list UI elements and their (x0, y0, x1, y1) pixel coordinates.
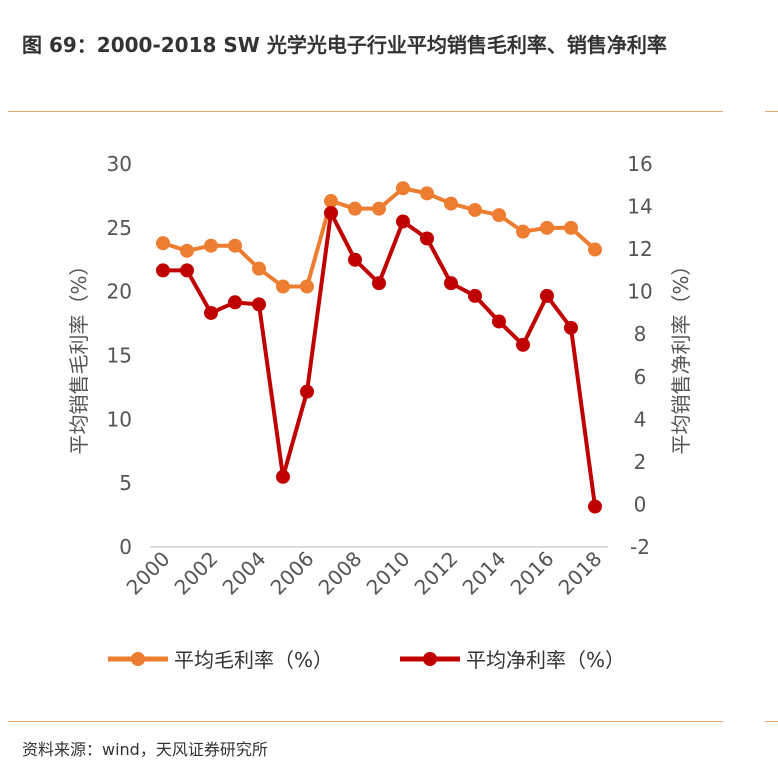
data-point-net (204, 305, 218, 320)
y-right-tick-label: 12 (627, 237, 652, 261)
top-rule-right (765, 111, 778, 112)
series-line-net (163, 210, 597, 507)
data-point-gross (492, 208, 506, 223)
data-point-net (420, 231, 434, 246)
y-left-tick-label: 10 (107, 407, 132, 431)
top-rule (8, 111, 723, 112)
data-point-net (228, 295, 242, 310)
data-point-gross (468, 202, 482, 217)
data-point-net (156, 263, 170, 278)
data-point-gross (228, 238, 242, 253)
figure-title: 图 69：2000-2018 SW 光学光电子行业平均销售毛利率、销售净利率 (22, 33, 667, 57)
y-right-tick-label: 4 (634, 407, 647, 431)
data-point-gross (564, 220, 578, 235)
data-point-net (372, 276, 386, 291)
x-tick-label: 2004 (218, 547, 271, 600)
data-point-gross (252, 261, 266, 276)
y-left-tick-label: 25 (107, 216, 132, 240)
y-right-axis-label: 平均销售净利率（%） (669, 255, 693, 454)
data-point-gross (516, 224, 530, 239)
data-point-gross (180, 243, 194, 258)
source-note: 资料来源：wind，天风证券研究所 (22, 740, 268, 759)
data-point-gross (372, 201, 386, 216)
y-right-tick-label: 6 (634, 365, 647, 389)
legend-label: 平均毛利率（%） (174, 648, 333, 672)
y-left-tick-label: 5 (119, 471, 132, 495)
data-point-net (276, 469, 290, 484)
data-point-net (396, 214, 410, 229)
data-point-gross (396, 181, 410, 196)
data-point-net (300, 384, 314, 399)
legend-swatch-marker (423, 652, 437, 666)
data-point-net (324, 205, 338, 220)
data-point-gross (540, 220, 554, 235)
data-point-net (468, 288, 482, 303)
data-point-net (444, 276, 458, 291)
y-left-tick-label: 15 (107, 344, 132, 368)
line-chart: 051015202530-202468101214162000200220042… (67, 152, 693, 672)
y-left-axis-label: 平均销售毛利率（%） (67, 255, 91, 454)
y-right-tick-label: 10 (627, 280, 652, 304)
data-point-gross (420, 186, 434, 201)
data-point-gross (348, 201, 362, 216)
bottom-rule-right (765, 721, 778, 722)
y-right-tick-label: 0 (634, 492, 647, 516)
x-tick-label: 2012 (410, 547, 463, 600)
data-point-gross (156, 236, 170, 251)
x-tick-label: 2018 (554, 547, 607, 600)
data-point-net (252, 297, 266, 312)
data-point-net (348, 252, 362, 267)
data-point-net (588, 499, 602, 514)
data-point-gross (324, 194, 338, 209)
legend-swatch-marker (131, 652, 145, 666)
y-right-tick-label: -2 (630, 535, 650, 559)
y-left-tick-label: 0 (119, 535, 132, 559)
y-left-tick-label: 20 (107, 280, 132, 304)
x-tick-label: 2002 (170, 547, 223, 600)
y-right-tick-label: 16 (627, 152, 652, 176)
data-point-net (516, 337, 530, 352)
x-tick-label: 2010 (362, 547, 415, 600)
y-right-tick-label: 2 (634, 450, 647, 474)
y-right-tick-label: 8 (634, 322, 647, 346)
data-point-gross (300, 279, 314, 294)
x-tick-label: 2016 (506, 547, 559, 600)
data-point-net (540, 288, 554, 303)
data-point-gross (204, 238, 218, 253)
x-tick-label: 2008 (314, 547, 367, 600)
x-tick-label: 2014 (458, 547, 511, 600)
x-tick-label: 2006 (266, 547, 319, 600)
data-point-net (564, 320, 578, 335)
data-point-gross (276, 279, 290, 294)
bottom-rule (8, 721, 723, 722)
legend-label: 平均净利率（%） (466, 648, 625, 672)
data-point-gross (444, 196, 458, 211)
y-left-tick-label: 30 (107, 152, 132, 176)
data-point-gross (588, 242, 602, 257)
data-point-net (180, 263, 194, 278)
y-right-tick-label: 14 (627, 195, 652, 219)
data-point-net (492, 314, 506, 329)
